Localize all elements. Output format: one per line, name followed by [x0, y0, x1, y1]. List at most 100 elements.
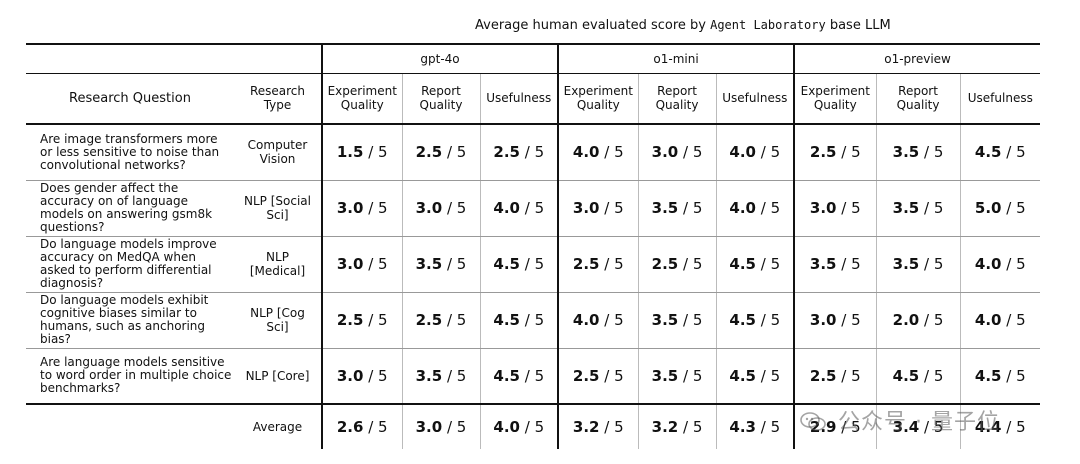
score-value: 3.0 [415, 199, 443, 217]
score-denominator: / 5 [604, 311, 624, 329]
score-cell: 4.5 / 5 [480, 348, 560, 405]
score-denominator: / 5 [1006, 366, 1026, 385]
score-value: 4.5 [493, 311, 520, 329]
score-value: 2.5 [493, 143, 520, 162]
score-value: 4.0 [572, 311, 600, 329]
score-value: 3.4 [892, 418, 920, 436]
score-value: 3.0 [809, 199, 837, 217]
score-cell: 3.5 / 5 [794, 236, 877, 293]
score-cell: 3.4 / 5 [876, 404, 961, 449]
score-denominator: / 5 [524, 311, 545, 329]
metric-header-report-quality: Report Quality [876, 73, 961, 125]
score-denominator: / 5 [1006, 143, 1026, 162]
score-denominator: / 5 [446, 418, 467, 436]
score-cell: 3.0 / 5 [558, 180, 639, 237]
score-denominator: / 5 [446, 366, 467, 385]
score-cell: 3.5 / 5 [402, 236, 481, 293]
score-denominator: / 5 [368, 255, 388, 273]
score-value: 3.5 [415, 366, 443, 385]
score-value: 4.5 [493, 366, 520, 385]
score-denominator: / 5 [924, 418, 944, 436]
score-cell: 3.0 / 5 [794, 292, 877, 349]
score-denominator: / 5 [446, 199, 467, 217]
score-denominator: / 5 [604, 418, 624, 436]
score-value: 4.0 [493, 418, 520, 436]
score-denominator: / 5 [446, 143, 467, 162]
research-type-cell: NLP [Core] [234, 348, 323, 405]
score-cell: 2.0 / 5 [876, 292, 961, 349]
score-denominator: / 5 [760, 311, 781, 329]
score-cell: 3.0 / 5 [794, 180, 877, 237]
score-value: 3.5 [892, 255, 920, 273]
score-value: 4.0 [974, 311, 1002, 329]
average-label: Average [234, 404, 323, 449]
wechat-icon [800, 412, 826, 431]
research-type-header: Research Type [234, 73, 323, 125]
research-question-header: Research Question [26, 73, 234, 125]
score-denominator: / 5 [524, 199, 545, 217]
score-cell: 4.0 / 5 [480, 404, 560, 449]
research-question-cell: Are image transformers more or less sens… [26, 124, 234, 181]
score-cell: 3.2 / 5 [638, 404, 717, 449]
score-denominator: / 5 [368, 143, 388, 162]
score-denominator: / 5 [446, 311, 467, 329]
model-header-o1-mini: o1-mini [558, 43, 796, 74]
score-cell: 4.3 / 5 [716, 404, 796, 449]
score-value: 3.5 [651, 199, 679, 217]
score-denominator: / 5 [524, 366, 545, 385]
score-cell: 3.2 / 5 [558, 404, 639, 449]
empty-header-cell [234, 43, 323, 74]
score-cell: 2.5 / 5 [402, 124, 481, 181]
score-cell: 2.6 / 5 [322, 404, 403, 449]
score-cell: 3.5 / 5 [876, 124, 961, 181]
score-denominator: / 5 [604, 255, 624, 273]
score-cell: 3.0 / 5 [322, 348, 403, 405]
score-cell: 4.5 / 5 [960, 124, 1041, 181]
score-denominator: / 5 [760, 418, 781, 436]
score-denominator: / 5 [604, 143, 624, 162]
score-cell: 3.5 / 5 [402, 348, 481, 405]
score-value: 4.0 [572, 143, 600, 162]
score-denominator: / 5 [841, 255, 861, 273]
score-denominator: / 5 [924, 255, 944, 273]
score-value: 3.0 [651, 143, 679, 162]
score-cell: 3.5 / 5 [638, 348, 717, 405]
score-cell: 4.0 / 5 [716, 124, 796, 181]
metric-header-usefulness: Usefulness [960, 73, 1041, 125]
score-value: 4.5 [974, 366, 1002, 385]
score-denominator: / 5 [924, 366, 944, 385]
score-denominator: / 5 [524, 255, 545, 273]
score-value: 4.0 [729, 199, 756, 217]
research-question-cell: Do language models improve accuracy on M… [26, 236, 234, 293]
research-question-cell: Are language models sensitive to word or… [26, 348, 234, 405]
score-cell: 4.5 / 5 [480, 292, 560, 349]
score-cell: 2.5 / 5 [402, 292, 481, 349]
score-denominator: / 5 [683, 366, 703, 385]
score-value: 1.5 [336, 143, 364, 162]
title-suffix: base LLM [829, 18, 891, 33]
score-denominator: / 5 [760, 143, 781, 162]
score-cell: 4.0 / 5 [716, 180, 796, 237]
score-value: 3.5 [892, 143, 920, 162]
score-cell: 4.0 / 5 [558, 292, 639, 349]
table-row: Does gender affect the accuracy on of la… [26, 180, 1041, 237]
score-cell: 4.0 / 5 [558, 124, 639, 181]
score-denominator: / 5 [368, 199, 388, 217]
score-denominator: / 5 [368, 366, 388, 385]
score-cell: 3.5 / 5 [638, 292, 717, 349]
metric-header-experiment-quality: Experiment Quality [558, 73, 639, 125]
score-denominator: / 5 [368, 311, 388, 329]
model-header-o1-preview: o1-preview [794, 43, 1041, 74]
score-cell: 4.5 / 5 [960, 348, 1041, 405]
score-value: 2.5 [651, 255, 679, 273]
table-row: Do language models exhibit cognitive bia… [26, 292, 1041, 349]
score-cell: 3.0 / 5 [638, 124, 717, 181]
title-agent-name: Agent Laboratory [710, 18, 826, 32]
score-value: 3.0 [336, 366, 364, 385]
score-denominator: / 5 [760, 366, 781, 385]
empty-cell [26, 404, 234, 449]
score-cell: 3.0 / 5 [402, 180, 481, 237]
score-cell: 5.0 / 5 [960, 180, 1041, 237]
score-value: 4.0 [974, 255, 1002, 273]
title-prefix: Average human evaluated score by [475, 18, 706, 33]
